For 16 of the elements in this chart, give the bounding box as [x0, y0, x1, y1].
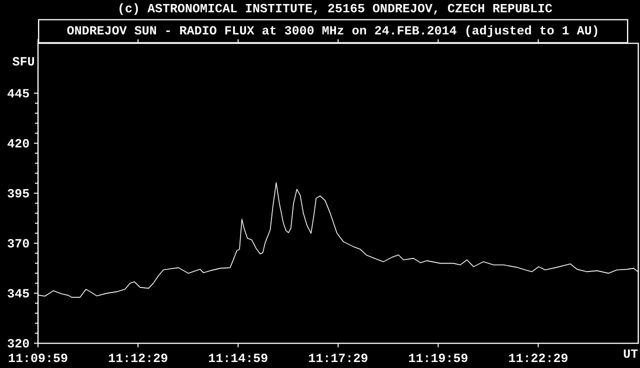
- x-tick-label: 11:12:29: [108, 354, 168, 362]
- x-tick-label: 11:17:29: [308, 354, 368, 362]
- y-tick-label: 320: [8, 339, 29, 348]
- y-tick-label: 445: [8, 89, 29, 98]
- y-axis-title: SFU: [12, 57, 34, 66]
- x-tick-label: 11:22:29: [509, 354, 568, 362]
- chart-title: ONDREJOV SUN - RADIO FLUX at 3000 MHz on 24.FEB.2014 (adjusted to 1 AU): [67, 25, 598, 38]
- y-tick-label: 370: [8, 239, 29, 248]
- x-tick-label: 11:19:59: [409, 354, 468, 362]
- x-tick-label: 11:09:59: [8, 354, 68, 362]
- text: (c) ASTRONOMICAL INSTITUTE, 25165 ONDREJOV, CZECH REPUBLIC: [120, 3, 552, 15]
- x-tick-label: 11:14:59: [208, 354, 268, 362]
- x-axis-title: UT: [624, 350, 638, 358]
- y-tick-label: 420: [8, 139, 29, 148]
- y-tick-label: 395: [8, 189, 29, 198]
- y-tick-label: 345: [8, 289, 29, 298]
